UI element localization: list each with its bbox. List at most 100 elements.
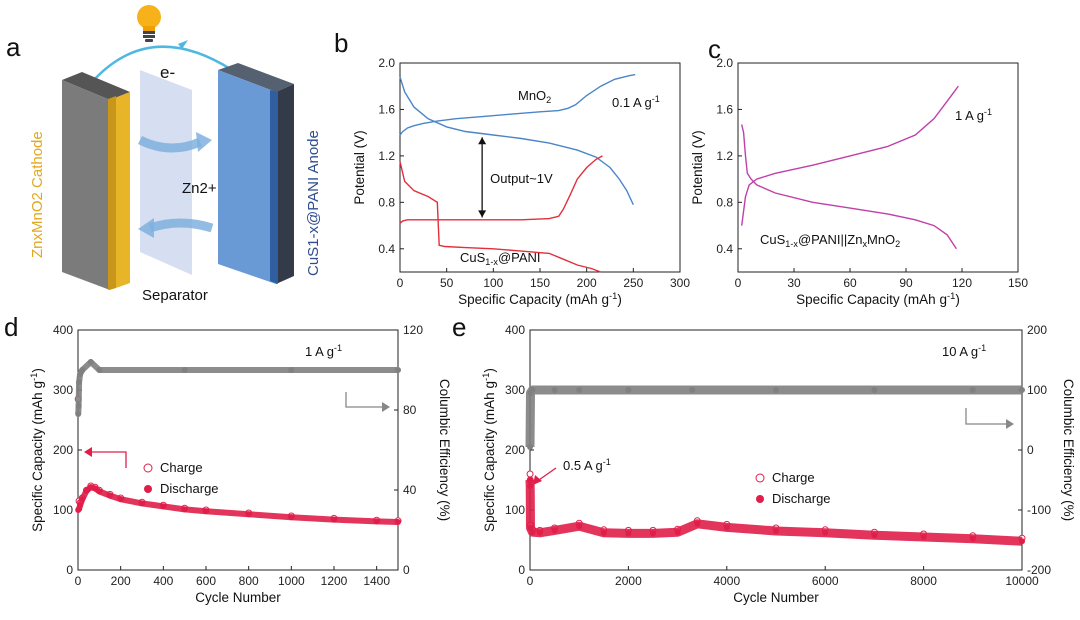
chart-panel-b: 0 50 100 150 200 250 300 0.4 0.8 1.2 1.6 2.0 Specifi… [352,56,690,307]
discharge-point [245,511,252,518]
y-tick-label: 2.0 [378,56,395,70]
x-tick-label: 6000 [812,574,839,588]
y-tick-label: 100 [505,503,525,517]
discharge-point [527,477,534,483]
discharge-point [79,496,86,503]
y-tick-label: 0 [66,563,73,577]
x-tick-label: 1000 [278,574,305,588]
cathode-block [62,72,130,290]
x-tick-label: 1400 [363,574,390,588]
x-axis-label: Specific Capacity (mAh g-1) [458,291,622,307]
arrow-icon [382,402,390,412]
x-tick-label: 0 [397,276,404,290]
x-tick-label: 150 [1008,276,1028,290]
y-tick-label: 400 [53,323,73,337]
x-tick-label: 250 [623,276,643,290]
anode-label: CuS1-x@PANI Anode [305,130,322,276]
efficiency-point [395,367,401,373]
series-label-mno2: MnO2 [518,88,551,105]
x-tick-label: 0 [735,276,742,290]
anode-block [218,63,294,284]
discharge-point [395,519,401,525]
rate-label: 1 A g-1 [955,107,992,123]
x-tick-label: 300 [670,276,690,290]
panel-a-letter: a [6,32,21,62]
plot-frame [737,62,1019,273]
y2-tick-label: 200 [1027,323,1047,337]
discharge-point [77,502,84,509]
efficiency-band [525,385,1022,448]
axis-pointer-right [965,408,1012,425]
ion-arrow-left [148,218,214,233]
separator-membrane [140,70,192,275]
x-tick-label: 10000 [1005,574,1039,588]
y2-tick-label: 80 [403,403,417,417]
panel-c-letter: c [708,34,721,64]
efficiency-point [625,387,632,393]
efficiency-point [689,387,696,393]
x-tick-label: 800 [239,574,259,588]
discharge-point [107,492,113,499]
y-tick-label: 200 [505,443,525,457]
discharge-point [203,508,209,515]
y2-tick-label: 100 [1027,383,1047,397]
discharge-point [288,514,295,521]
ion-label: Zn2+ [182,180,217,197]
charge-point [526,470,534,478]
arrow-icon [533,475,542,485]
panel-b-letter: b [334,28,348,58]
efficiency-point [181,367,188,373]
y2-axis-label: Columbic Efficiency (%) [437,379,452,521]
discharge-point [181,506,188,513]
y2-axis-label: Columbic Efficiency (%) [1061,379,1076,521]
arrow-icon [478,210,487,218]
discharge-point [96,488,103,495]
series-label-full-cell: CuS1-x@PANI||ZnxMnO2 [760,232,900,249]
discharge-point [160,503,167,510]
efficiency-band [75,359,398,415]
legend-marker-charge [755,473,765,483]
series-line-0 [399,73,636,136]
efficiency-point [75,403,82,409]
x-tick-label: 150 [530,276,550,290]
axis-pointer-left [86,451,127,468]
chart-panel-e: 0 2000 4000 6000 8000 100000100200300400-200-… [481,323,1076,605]
discharge-point [536,529,543,536]
efficiency-point [87,359,94,365]
x-tick-label: 400 [153,574,173,588]
efficiency-point [529,387,536,393]
x-tick-label: 60 [843,276,857,290]
y-tick-label: 1.6 [378,102,395,116]
discharge-point [694,520,701,527]
arrow-icon [1006,419,1014,429]
series-line-0 [741,85,959,226]
efficiency-point [871,387,878,393]
y2-tick-label: 0 [1027,443,1034,457]
legend-label-discharge: Discharge [772,491,831,506]
panel-d-letter: d [4,312,18,342]
discharge-point [600,529,607,536]
efficiency-point [576,387,583,393]
efficiency-point [288,367,295,373]
discharge-point [969,535,976,542]
y-tick-label: 0 [518,563,525,577]
discharge-point [871,532,878,539]
x-axis-label: Cycle Number [733,590,819,605]
output-label: Output~1V [490,171,553,186]
y-tick-label: 2.0 [716,56,733,70]
efficiency-point [551,387,558,393]
efficiency-point [1019,387,1025,393]
chart-panel-c: 0 30 60 90 120 150 0.4 0.8 1.2 1.6 2.0 Specific Cap… [690,56,1028,307]
x-tick-label: 100 [483,276,503,290]
x-tick-label: 30 [787,276,801,290]
x-tick-label: 8000 [910,574,937,588]
rate-label: 10 A g-1 [942,343,986,359]
discharge-point [650,530,656,537]
chart-panel-d: 0 200 400 600 800 1000 1200 1400 0 100 200 300 400 0 4… [29,323,452,605]
y-tick-label: 1.2 [716,149,733,163]
y-axis-label: Specific Capacity (mAh g-1) [29,368,45,532]
discharge-point [822,529,829,536]
legend-marker-discharge [756,495,764,503]
discharge-point [331,516,337,523]
circuit-wire [91,45,233,83]
